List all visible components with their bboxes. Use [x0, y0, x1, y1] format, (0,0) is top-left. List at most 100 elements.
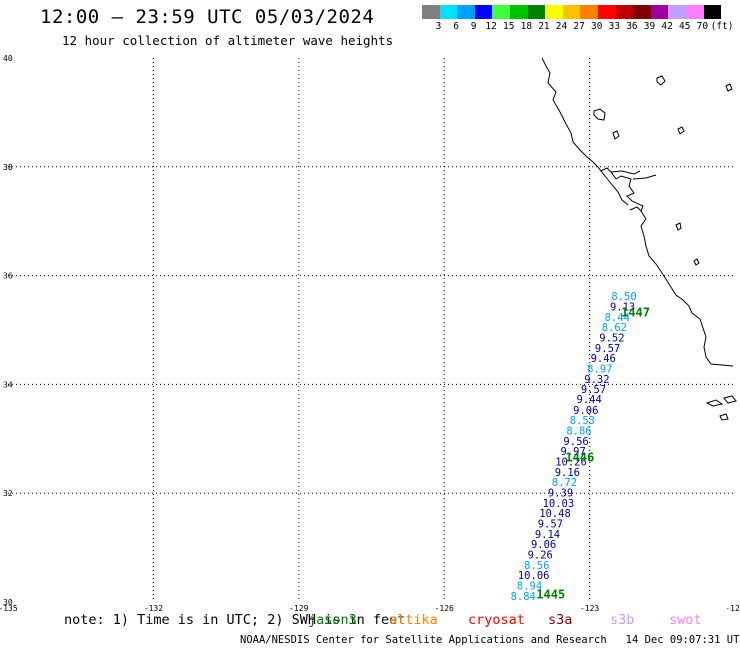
lake-3	[612, 130, 620, 140]
swh-value: 8.72	[552, 477, 577, 489]
satellite-name: altika	[389, 612, 438, 628]
legend-labels: 3 6 9 12 15 18 21 24 27 30 33 36 39 42 45 70 (ft)	[422, 19, 734, 33]
legend-label: 36	[626, 21, 638, 32]
legend-label: 33	[608, 21, 621, 32]
lat-tick-label: 32	[3, 489, 13, 498]
swh-value: 9.06	[531, 539, 556, 551]
swh-value: 9.13	[610, 301, 635, 313]
legend-label: 12	[485, 21, 497, 32]
lake-1	[656, 75, 666, 86]
legend-label: 27	[573, 21, 585, 32]
swh-value: 8.62	[602, 322, 627, 334]
legend-label: 3	[435, 21, 442, 32]
legend-swatch	[562, 5, 581, 19]
lon-tick-label: -123	[580, 604, 599, 613]
swh-value: 8.97	[587, 363, 612, 375]
legend-label: 39	[643, 21, 656, 32]
legend-label: 70	[696, 21, 709, 32]
swh-value: 9.46	[591, 353, 616, 365]
swh-value: 8.53	[570, 415, 595, 427]
swh-value: 9.26	[528, 549, 553, 561]
lon-tick-label: -126	[435, 604, 454, 613]
legend-swatch	[633, 5, 651, 19]
legend-label: 30	[591, 21, 603, 32]
channel-island-1	[705, 399, 724, 407]
pass-labels: 1447 1446 1445	[536, 305, 650, 601]
satellite-name: s3a	[548, 612, 573, 628]
pass-time-label: 1446	[565, 451, 594, 465]
swh-value: 10.26	[555, 456, 587, 468]
swh-value: 9.57	[595, 343, 620, 355]
legend-swatch	[615, 5, 634, 19]
lon-tick-label: -132	[144, 604, 163, 613]
credit-line: NOAA/NESDIS Center for Satellite Applica…	[240, 634, 740, 646]
lake-6	[675, 222, 682, 231]
swh-value: 8.44	[605, 312, 630, 324]
lat-tick-label: 36	[3, 272, 13, 281]
legend-swatch	[492, 5, 510, 19]
legend-unit: (ft)	[710, 21, 734, 32]
wave-height-color-legend: 3 6 9 12 15 18 21 24 27 30 33 36 39 42 45 70 (ft)	[422, 5, 734, 33]
swh-value: 9.14	[535, 529, 560, 541]
swh-value: 9.06	[573, 405, 598, 417]
lat-tick-label: 34	[3, 380, 13, 389]
swh-value: 8.94	[517, 580, 542, 592]
swh-value: 9.56	[563, 436, 588, 448]
swh-values: 8.509.138.448.629.529.579.468.979.329.57…	[511, 291, 637, 603]
satellite-name: swot	[669, 612, 702, 628]
coastline-monterey-bay	[629, 206, 643, 213]
lat-tick-label: 40	[3, 54, 13, 63]
legend-swatch	[457, 5, 475, 19]
legend-label: 42	[661, 21, 673, 32]
legend-swatch	[545, 5, 563, 19]
lon-tick-label: -120	[725, 604, 740, 613]
swh-value: 8.56	[524, 560, 549, 572]
lat-tick-label: 30	[3, 598, 13, 607]
california-coastline	[541, 57, 737, 421]
legend-swatch	[580, 5, 598, 19]
lake-7	[693, 258, 700, 266]
lon-tick-label: -135	[0, 604, 18, 613]
legend-swatch	[422, 5, 440, 19]
swh-value: 9.97	[561, 446, 586, 458]
channel-island-3	[719, 413, 729, 421]
lon-tick-label: -129	[289, 604, 308, 613]
swh-value: 9.16	[555, 467, 580, 479]
legend-swatch	[474, 5, 493, 19]
map-grid: 40 38 36 34 32 30-135 -132 -129 -126 -123 -120	[0, 54, 740, 613]
swh-value: 9.39	[548, 487, 573, 499]
satellite-name: s3b	[610, 612, 635, 628]
credit-text: NOAA/NESDIS Center for Satellite Applica…	[240, 634, 607, 646]
swh-value: 10.06	[518, 570, 550, 582]
lat-tick-label: 38	[3, 163, 13, 172]
legend-swatch	[650, 5, 669, 19]
legend-label: 24	[555, 21, 568, 32]
swh-value: 9.57	[581, 384, 606, 396]
legend-label: 6	[453, 21, 459, 32]
map-subtitle: 12 hour collection of altimeter wave hei…	[62, 33, 394, 48]
legend-swatch	[527, 5, 546, 19]
swh-value: 8.86	[566, 425, 591, 437]
swh-value: 8.50	[611, 291, 636, 303]
legend-label: 9	[470, 21, 477, 32]
legend-swatches	[422, 5, 722, 19]
swh-value: 9.32	[584, 374, 609, 386]
legend-swatch	[597, 5, 616, 19]
satellite-name: jason3	[308, 612, 357, 628]
legend-label: 45	[679, 21, 691, 32]
channel-island-2	[723, 395, 737, 404]
swh-value: 9.52	[599, 332, 624, 344]
legend-label: 21	[538, 21, 550, 32]
pass-time-label: 1447	[621, 305, 650, 319]
legend-swatch	[509, 5, 528, 19]
lake-4	[677, 126, 685, 135]
legend-swatch	[439, 5, 458, 19]
footer-note: note: 1) Time is in UTC; 2) SWH is in fe…	[64, 612, 406, 628]
legend-label: 18	[520, 21, 533, 32]
legend-label: 15	[503, 21, 515, 32]
swh-value: 9.44	[577, 394, 602, 406]
pass-time-label: 1445	[536, 588, 565, 602]
legend-swatch	[668, 5, 686, 19]
coastline-mainland	[541, 57, 734, 367]
